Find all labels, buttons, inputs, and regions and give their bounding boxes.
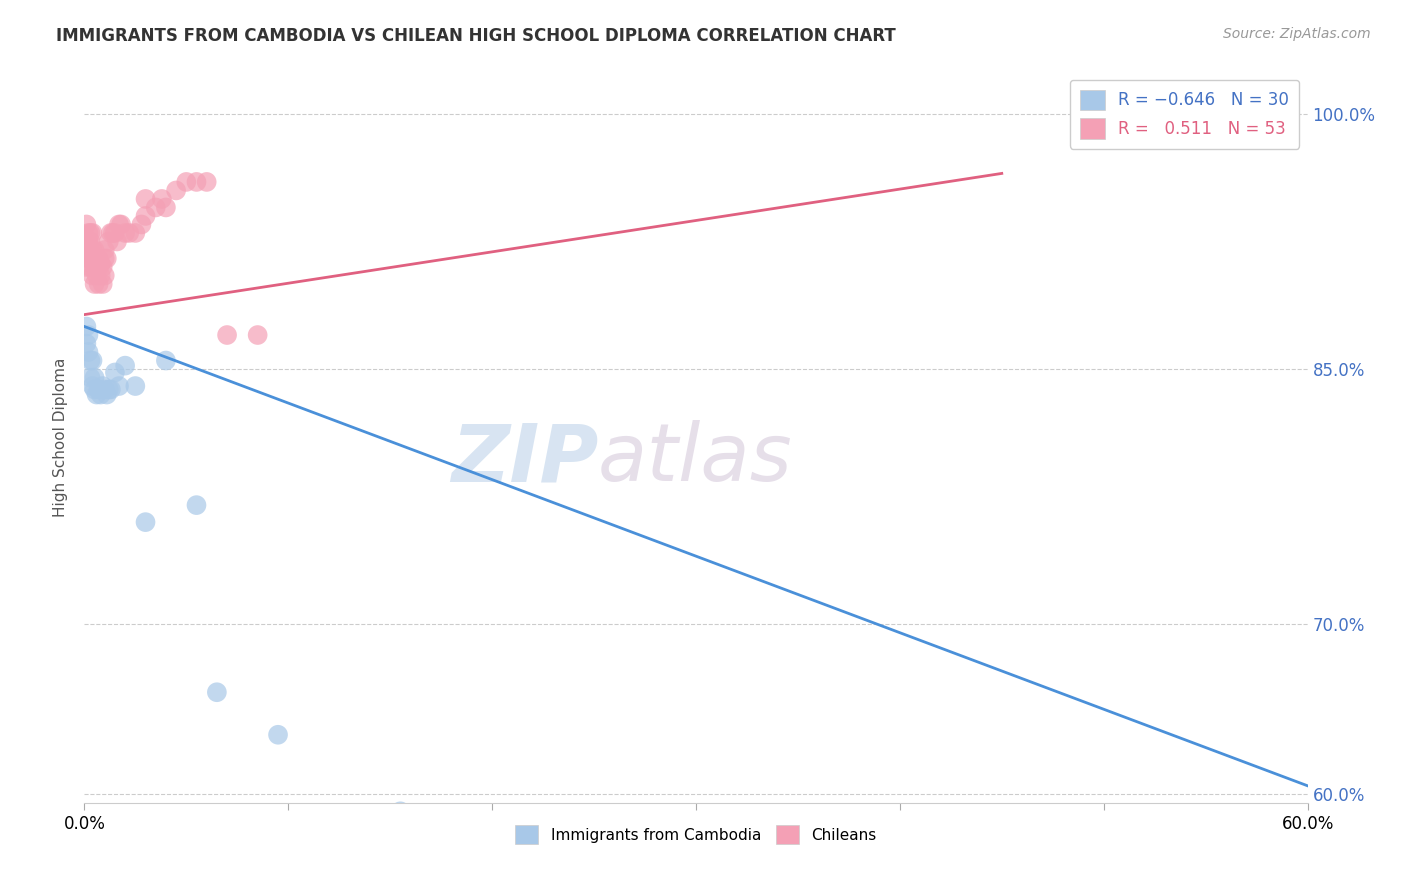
Point bbox=[174, 175, 197, 189]
Point bbox=[100, 383, 122, 397]
Point bbox=[101, 226, 124, 240]
Point bbox=[77, 226, 100, 240]
Point bbox=[165, 183, 187, 197]
Point bbox=[155, 353, 177, 368]
Point bbox=[79, 353, 101, 368]
Point bbox=[93, 243, 115, 257]
Point bbox=[105, 235, 128, 249]
Point bbox=[91, 277, 114, 291]
Point bbox=[79, 370, 101, 384]
Point bbox=[83, 243, 105, 257]
Point bbox=[75, 235, 97, 249]
Point bbox=[75, 319, 97, 334]
Point bbox=[150, 192, 173, 206]
Point bbox=[135, 192, 157, 206]
Point bbox=[97, 235, 120, 249]
Point bbox=[75, 218, 97, 232]
Point bbox=[79, 260, 101, 274]
Point bbox=[82, 252, 104, 266]
Text: atlas: atlas bbox=[598, 420, 793, 498]
Point bbox=[77, 328, 100, 343]
Point bbox=[87, 383, 110, 397]
Point bbox=[83, 260, 105, 274]
Point bbox=[77, 235, 100, 249]
Point bbox=[267, 728, 290, 742]
Text: ZIP: ZIP bbox=[451, 420, 598, 498]
Text: IMMIGRANTS FROM CAMBODIA VS CHILEAN HIGH SCHOOL DIPLOMA CORRELATION CHART: IMMIGRANTS FROM CAMBODIA VS CHILEAN HIGH… bbox=[56, 27, 896, 45]
Point bbox=[77, 345, 100, 359]
Point bbox=[83, 370, 105, 384]
Point bbox=[205, 685, 228, 699]
Point bbox=[97, 383, 120, 397]
Point bbox=[75, 336, 97, 351]
Point bbox=[82, 243, 104, 257]
Point bbox=[124, 379, 146, 393]
Point bbox=[83, 383, 105, 397]
Point bbox=[114, 359, 136, 373]
Point bbox=[86, 252, 108, 266]
Point bbox=[108, 218, 131, 232]
Y-axis label: High School Diploma: High School Diploma bbox=[53, 358, 69, 516]
Point bbox=[96, 387, 118, 401]
Point bbox=[108, 379, 131, 393]
Point bbox=[135, 209, 157, 223]
Point bbox=[82, 379, 104, 393]
Point bbox=[93, 268, 115, 283]
Point bbox=[87, 260, 110, 274]
Point bbox=[155, 201, 177, 215]
Point bbox=[82, 226, 104, 240]
Point bbox=[217, 328, 239, 343]
Point bbox=[145, 201, 167, 215]
Point bbox=[135, 515, 157, 529]
Point bbox=[79, 243, 101, 257]
Point bbox=[82, 353, 104, 368]
Point bbox=[79, 226, 101, 240]
Point bbox=[93, 252, 115, 266]
Point bbox=[100, 226, 122, 240]
Point bbox=[124, 226, 146, 240]
Point bbox=[110, 218, 132, 232]
Point bbox=[82, 268, 104, 283]
Point bbox=[87, 252, 110, 266]
Point bbox=[186, 175, 208, 189]
Point bbox=[77, 252, 100, 266]
Point bbox=[87, 277, 110, 291]
Point bbox=[90, 387, 112, 401]
Point bbox=[114, 226, 136, 240]
Legend: Immigrants from Cambodia, Chileans: Immigrants from Cambodia, Chileans bbox=[509, 819, 883, 850]
Point bbox=[93, 383, 115, 397]
Point bbox=[91, 379, 114, 393]
Point bbox=[79, 235, 101, 249]
Point bbox=[86, 268, 108, 283]
Point bbox=[195, 175, 218, 189]
Point bbox=[91, 260, 114, 274]
Point bbox=[131, 218, 153, 232]
Point bbox=[96, 252, 118, 266]
Point bbox=[104, 366, 127, 380]
Point bbox=[389, 805, 412, 819]
Point bbox=[118, 226, 141, 240]
Point bbox=[83, 277, 105, 291]
Point bbox=[90, 268, 112, 283]
Point bbox=[75, 260, 97, 274]
Point bbox=[246, 328, 269, 343]
Point bbox=[186, 498, 208, 512]
Point bbox=[104, 226, 127, 240]
Point bbox=[86, 387, 108, 401]
Text: Source: ZipAtlas.com: Source: ZipAtlas.com bbox=[1223, 27, 1371, 41]
Point bbox=[90, 256, 112, 270]
Point bbox=[77, 243, 100, 257]
